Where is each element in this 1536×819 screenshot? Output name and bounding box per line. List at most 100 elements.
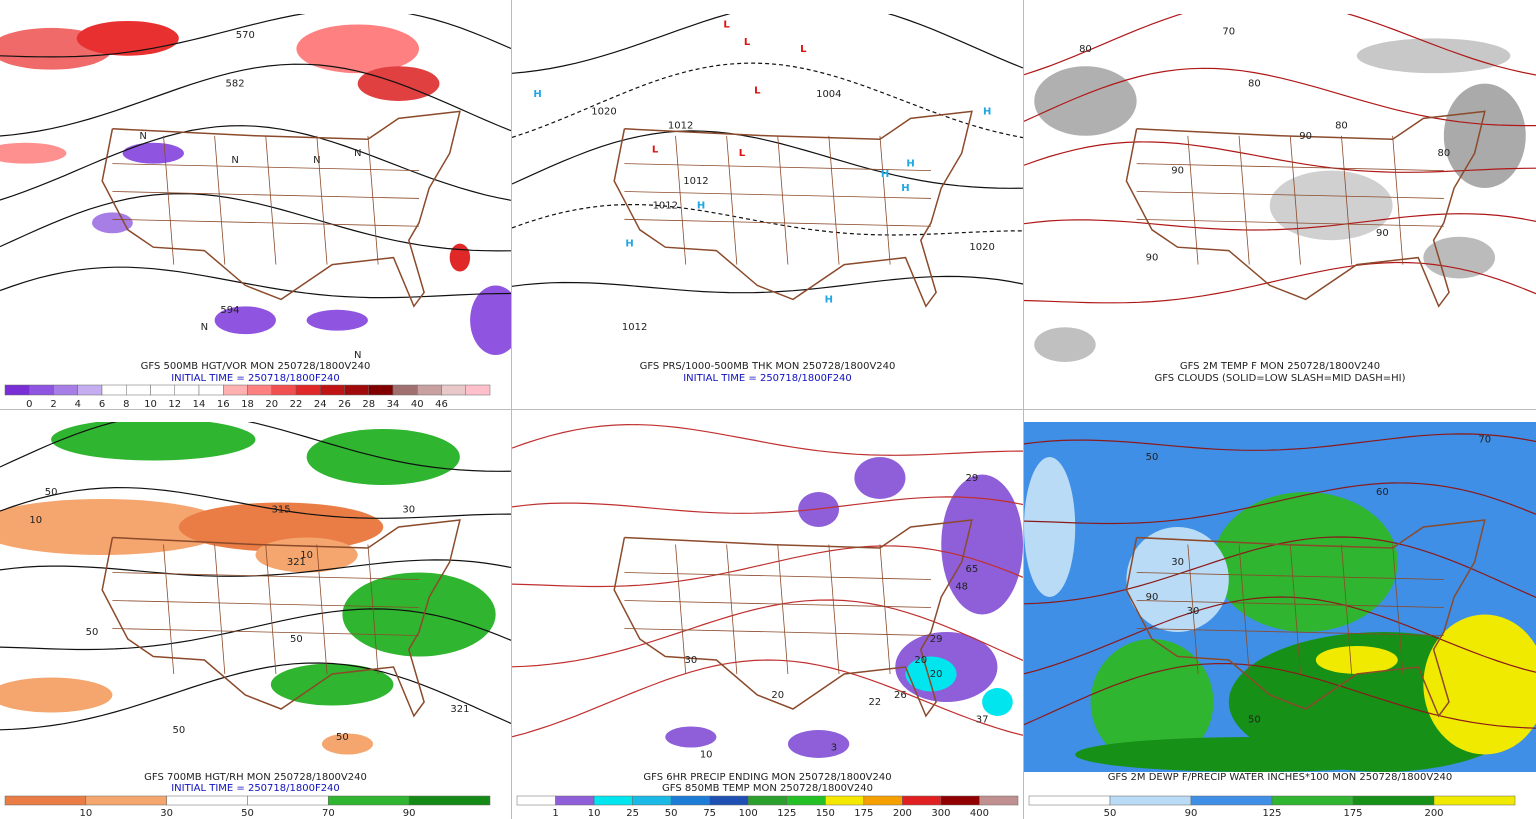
map-label: H [881, 169, 889, 180]
shaded-area [1075, 737, 1434, 772]
colorbar-swatch [85, 795, 167, 806]
caption: GFS 700MB HGT/RH MON 250728/1800V240 [144, 772, 367, 783]
shaded-area [76, 20, 179, 56]
shaded-area [1356, 38, 1511, 74]
state-border [112, 628, 420, 636]
map-label: L [754, 86, 761, 97]
map-label: 1012 [653, 200, 678, 211]
contour [1024, 67, 1536, 127]
state-border [624, 218, 932, 227]
colorbar-label: 10 [144, 399, 157, 410]
state-border [265, 544, 277, 675]
shaded-area [91, 212, 133, 234]
shaded-area [1024, 457, 1076, 597]
shaded-area [306, 429, 460, 485]
shaded-area [854, 457, 906, 499]
caption: GFS 2M DEWP F/PRECIP WATER INCHES*100 MO… [1108, 772, 1453, 783]
map-label: 26 [894, 690, 907, 701]
contour [1024, 141, 1536, 173]
map-label: 30 [1171, 557, 1184, 568]
map-panel: 570 582 594 N N N N N N [0, 14, 511, 362]
state-border [675, 544, 687, 675]
map-background [512, 422, 1023, 772]
shaded-area [306, 309, 368, 331]
contour [512, 545, 1023, 588]
colorbar-swatch [368, 384, 394, 396]
state-border [1136, 572, 1444, 580]
colorbar-swatch [126, 384, 151, 396]
map-label: 60 [1376, 487, 1389, 498]
state-border [624, 191, 932, 199]
map: 570 582 594 N N N N N N [0, 14, 511, 362]
map-label: 594 [220, 305, 239, 316]
colorbar-label: 90 [1185, 808, 1198, 819]
colorbar-label: 175 [1343, 808, 1362, 819]
state-border [624, 163, 932, 171]
shaded-area [1034, 66, 1137, 136]
map-label: L [652, 145, 659, 156]
colorbar-label: 75 [703, 808, 716, 819]
contour [0, 662, 511, 731]
map-label: 20 [914, 655, 927, 666]
map-label: L [739, 148, 746, 159]
colorbar-swatch [632, 795, 672, 806]
state-border [1136, 600, 1444, 608]
colorbar-swatch [1109, 795, 1192, 806]
shaded-area [51, 422, 256, 461]
state-border [316, 544, 328, 675]
map-label: 65 [966, 564, 979, 575]
colorbar-label: 12 [168, 399, 181, 410]
shaded-area [0, 142, 67, 164]
colorbar-label: 46 [435, 399, 448, 410]
map-label: 80 [1248, 79, 1261, 90]
state-border [624, 600, 932, 608]
map-label: 90 [1146, 592, 1159, 603]
colorbar-swatch [1190, 795, 1273, 806]
colorbar-swatch [417, 384, 442, 396]
map-label: N [354, 148, 361, 159]
contour [0, 266, 511, 299]
caption: GFS 6HR PRECIP ENDING MON 250728/1800V24… [643, 772, 891, 783]
colorbar-swatch [709, 795, 749, 806]
colorbar-label: 26 [338, 399, 351, 410]
colorbar-label: 34 [387, 399, 400, 410]
map-label: H [625, 239, 633, 250]
colorbar-swatch [77, 384, 103, 396]
shaded-area [214, 306, 276, 335]
shaded-area [1034, 327, 1096, 362]
state-border [828, 544, 840, 675]
map-label: 90 [1299, 131, 1312, 142]
state-border [1392, 544, 1404, 675]
caption: GFS 2M TEMP F MON 250728/1800V240 [1180, 361, 1380, 372]
country-outline [1125, 519, 1486, 718]
colorbar-label: 10 [588, 808, 601, 819]
colorbar-swatch [198, 384, 224, 396]
map-label: H [901, 183, 909, 194]
colorbar-label: 14 [193, 399, 206, 410]
map-label: N [139, 131, 146, 142]
colorbar-swatch [1028, 795, 1111, 806]
country-outline [613, 519, 973, 718]
map-label: 80 [1437, 148, 1450, 159]
contour [512, 130, 1023, 189]
shaded-area [1315, 646, 1398, 674]
colorbar-swatch [101, 384, 127, 396]
shaded-area [296, 24, 420, 74]
map-label: 1012 [668, 120, 693, 131]
colorbar-label: 100 [739, 808, 758, 819]
state-border [1136, 218, 1444, 227]
map-label: 3 [831, 743, 837, 754]
colorbar-label: 20 [265, 399, 278, 410]
contour [1024, 596, 1536, 675]
map-label: 1004 [816, 89, 841, 100]
map-label: H [906, 159, 914, 170]
shaded-area [1090, 639, 1214, 765]
contour [1024, 482, 1536, 525]
map-label: 315 [272, 505, 291, 516]
map-label: 30 [402, 505, 415, 516]
shaded-area [178, 502, 384, 552]
caption: GFS 500MB HGT/VOR MON 250728/1800V240 [141, 361, 371, 372]
state-border [1238, 135, 1250, 265]
